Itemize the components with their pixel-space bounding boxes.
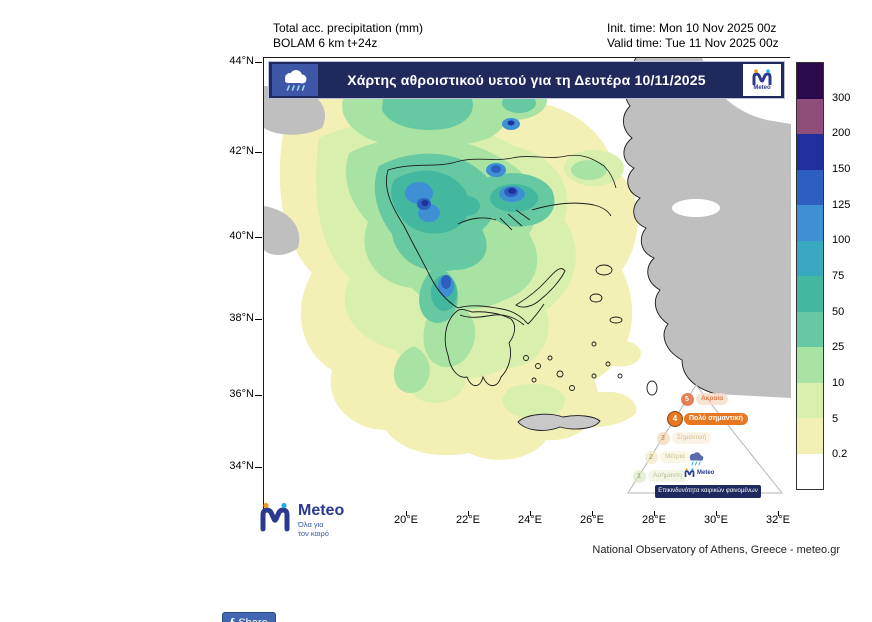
meteo-logo-texts: Meteo Όλα για τον καιρό <box>298 502 344 538</box>
severity-level-label: Ασήμαντη <box>648 470 687 482</box>
lat-tick <box>255 237 262 238</box>
colorbar-tick-label: 5 <box>832 412 839 425</box>
lon-label: 22°E <box>456 514 480 526</box>
colorbar-segment <box>797 311 823 347</box>
colorbar-segment <box>797 98 823 134</box>
lon-tick <box>592 511 593 516</box>
map-title: Χάρτης αθροιστικού υετού για τη Δευτέρα … <box>347 72 706 88</box>
colorbar-tick-label: 0.2 <box>832 448 848 461</box>
facebook-icon: f <box>230 615 234 622</box>
model-run-info: BOLAM 6 km t+24z <box>273 36 378 50</box>
colorbar-segment <box>797 134 823 170</box>
colorbar-tick-label: 25 <box>832 341 845 354</box>
colorbar-tick-label: 75 <box>832 270 845 282</box>
colorbar-tick-label: 10 <box>832 377 845 389</box>
severity-level-label: Σημαντική <box>672 432 712 444</box>
lat-tick <box>255 319 262 320</box>
colorbar-segment <box>797 276 823 312</box>
lon-tick <box>530 511 531 516</box>
colorbar-tick-label: 150 <box>832 163 851 175</box>
map-canvas: Χάρτης αθροιστικού υετού για τη Δευτέρα … <box>263 57 791 511</box>
severity-level-label: Ακραία <box>696 393 729 405</box>
valid-time: Valid time: Tue 11 Nov 2025 00z <box>607 36 779 50</box>
lon-label: 28°E <box>642 514 666 526</box>
meteo-mini-logo: Meteo <box>684 468 714 477</box>
lon-label: 24°E <box>518 514 542 526</box>
colorbar-segment <box>797 169 823 205</box>
lon-tick <box>778 511 779 516</box>
lat-label: 38°N <box>229 312 254 324</box>
lat-tick <box>255 395 262 396</box>
map-title-banner: Χάρτης αθροιστικού υετού για τη Δευτέρα … <box>268 61 785 99</box>
colorbar-tick-label: 50 <box>832 305 845 318</box>
severity-level-label: Πολύ σημαντική <box>684 413 748 425</box>
rain-cloud-mini-icon <box>689 452 704 466</box>
lat-label: 40°N <box>229 230 254 242</box>
colorbar-tick-label: 125 <box>832 198 851 211</box>
colorbar-segment <box>797 63 823 99</box>
lon-tick <box>654 511 655 516</box>
meteo-logo-text: Meteo <box>753 85 771 91</box>
colorbar-tick-label: 200 <box>832 127 851 140</box>
lon-label: 32°E <box>766 514 790 526</box>
lon-label: 30°E <box>704 514 728 526</box>
share-button-label: Share <box>238 617 267 622</box>
lat-label: 36°N <box>229 388 254 400</box>
colorbar-segment <box>797 347 823 383</box>
facebook-share-button[interactable]: f Share <box>222 612 276 622</box>
colorbar-segment <box>797 418 823 454</box>
product-title: Total acc. precipitation (mm) <box>273 21 424 35</box>
lon-tick <box>468 511 469 516</box>
map-time-info: Init. time: Mon 10 Nov 2025 00z Valid ti… <box>607 21 779 51</box>
colorbar-tick-label: 100 <box>832 234 851 247</box>
severity-level-circle: 5 <box>680 392 694 406</box>
severity-level-circle: 2 <box>644 450 658 464</box>
precipitation-colorbar <box>796 62 824 490</box>
meteo-logo-small: Meteo <box>743 64 781 96</box>
lat-tick <box>255 467 262 468</box>
lon-tick <box>716 511 717 516</box>
severity-level-label: Μέτρια <box>660 451 690 463</box>
lat-label: 34°N <box>229 460 254 472</box>
attribution-text: National Observatory of Athens, Greece -… <box>592 544 840 556</box>
colorbar-segment <box>797 205 823 241</box>
lon-label: 20°E <box>394 514 418 526</box>
meteo-logo-text: Meteo <box>697 469 715 476</box>
pyramid-caption: Επικινδυνότητα καιρικών φαινομένων <box>655 485 761 498</box>
severity-level-circle: 4 <box>667 411 683 427</box>
init-time: Init. time: Mon 10 Nov 2025 00z <box>607 21 777 35</box>
colorbar-tick-label: 300 <box>832 91 851 104</box>
lon-label: 26°E <box>580 514 604 526</box>
basemap-svg <box>264 58 791 511</box>
lat-tick <box>255 62 262 63</box>
meteo-m-icon <box>260 502 290 532</box>
meteo-m-icon <box>684 468 695 477</box>
severity-level-circle: 3 <box>656 431 670 445</box>
meteo-logo: Meteo Όλα για τον καιρό <box>258 502 344 538</box>
lat-label: 42°N <box>229 145 254 157</box>
meteo-m-icon <box>752 69 772 85</box>
colorbar-segment <box>797 453 823 489</box>
colorbar-segment <box>797 382 823 418</box>
severity-level-circle: 1 <box>632 469 646 483</box>
coastline-layer <box>386 58 717 431</box>
lon-tick <box>406 511 407 516</box>
meteo-logo-text: Meteo <box>298 502 345 519</box>
severity-pyramid-legend: 5 Ακραία 4 Πολύ σημαντική 3 Σημαντική 2 Μέτρια 1… <box>622 381 790 507</box>
map-product-info: Total acc. precipitation (mm) BOLAM 6 km… <box>273 21 423 51</box>
colorbar-segment <box>797 240 823 276</box>
precipitation-layer <box>279 77 642 460</box>
meteo-tagline: Όλα για τον καιρό <box>298 520 329 538</box>
rain-cloud-icon <box>272 64 318 96</box>
lat-tick <box>255 152 262 153</box>
lat-label: 44°N <box>229 55 254 67</box>
